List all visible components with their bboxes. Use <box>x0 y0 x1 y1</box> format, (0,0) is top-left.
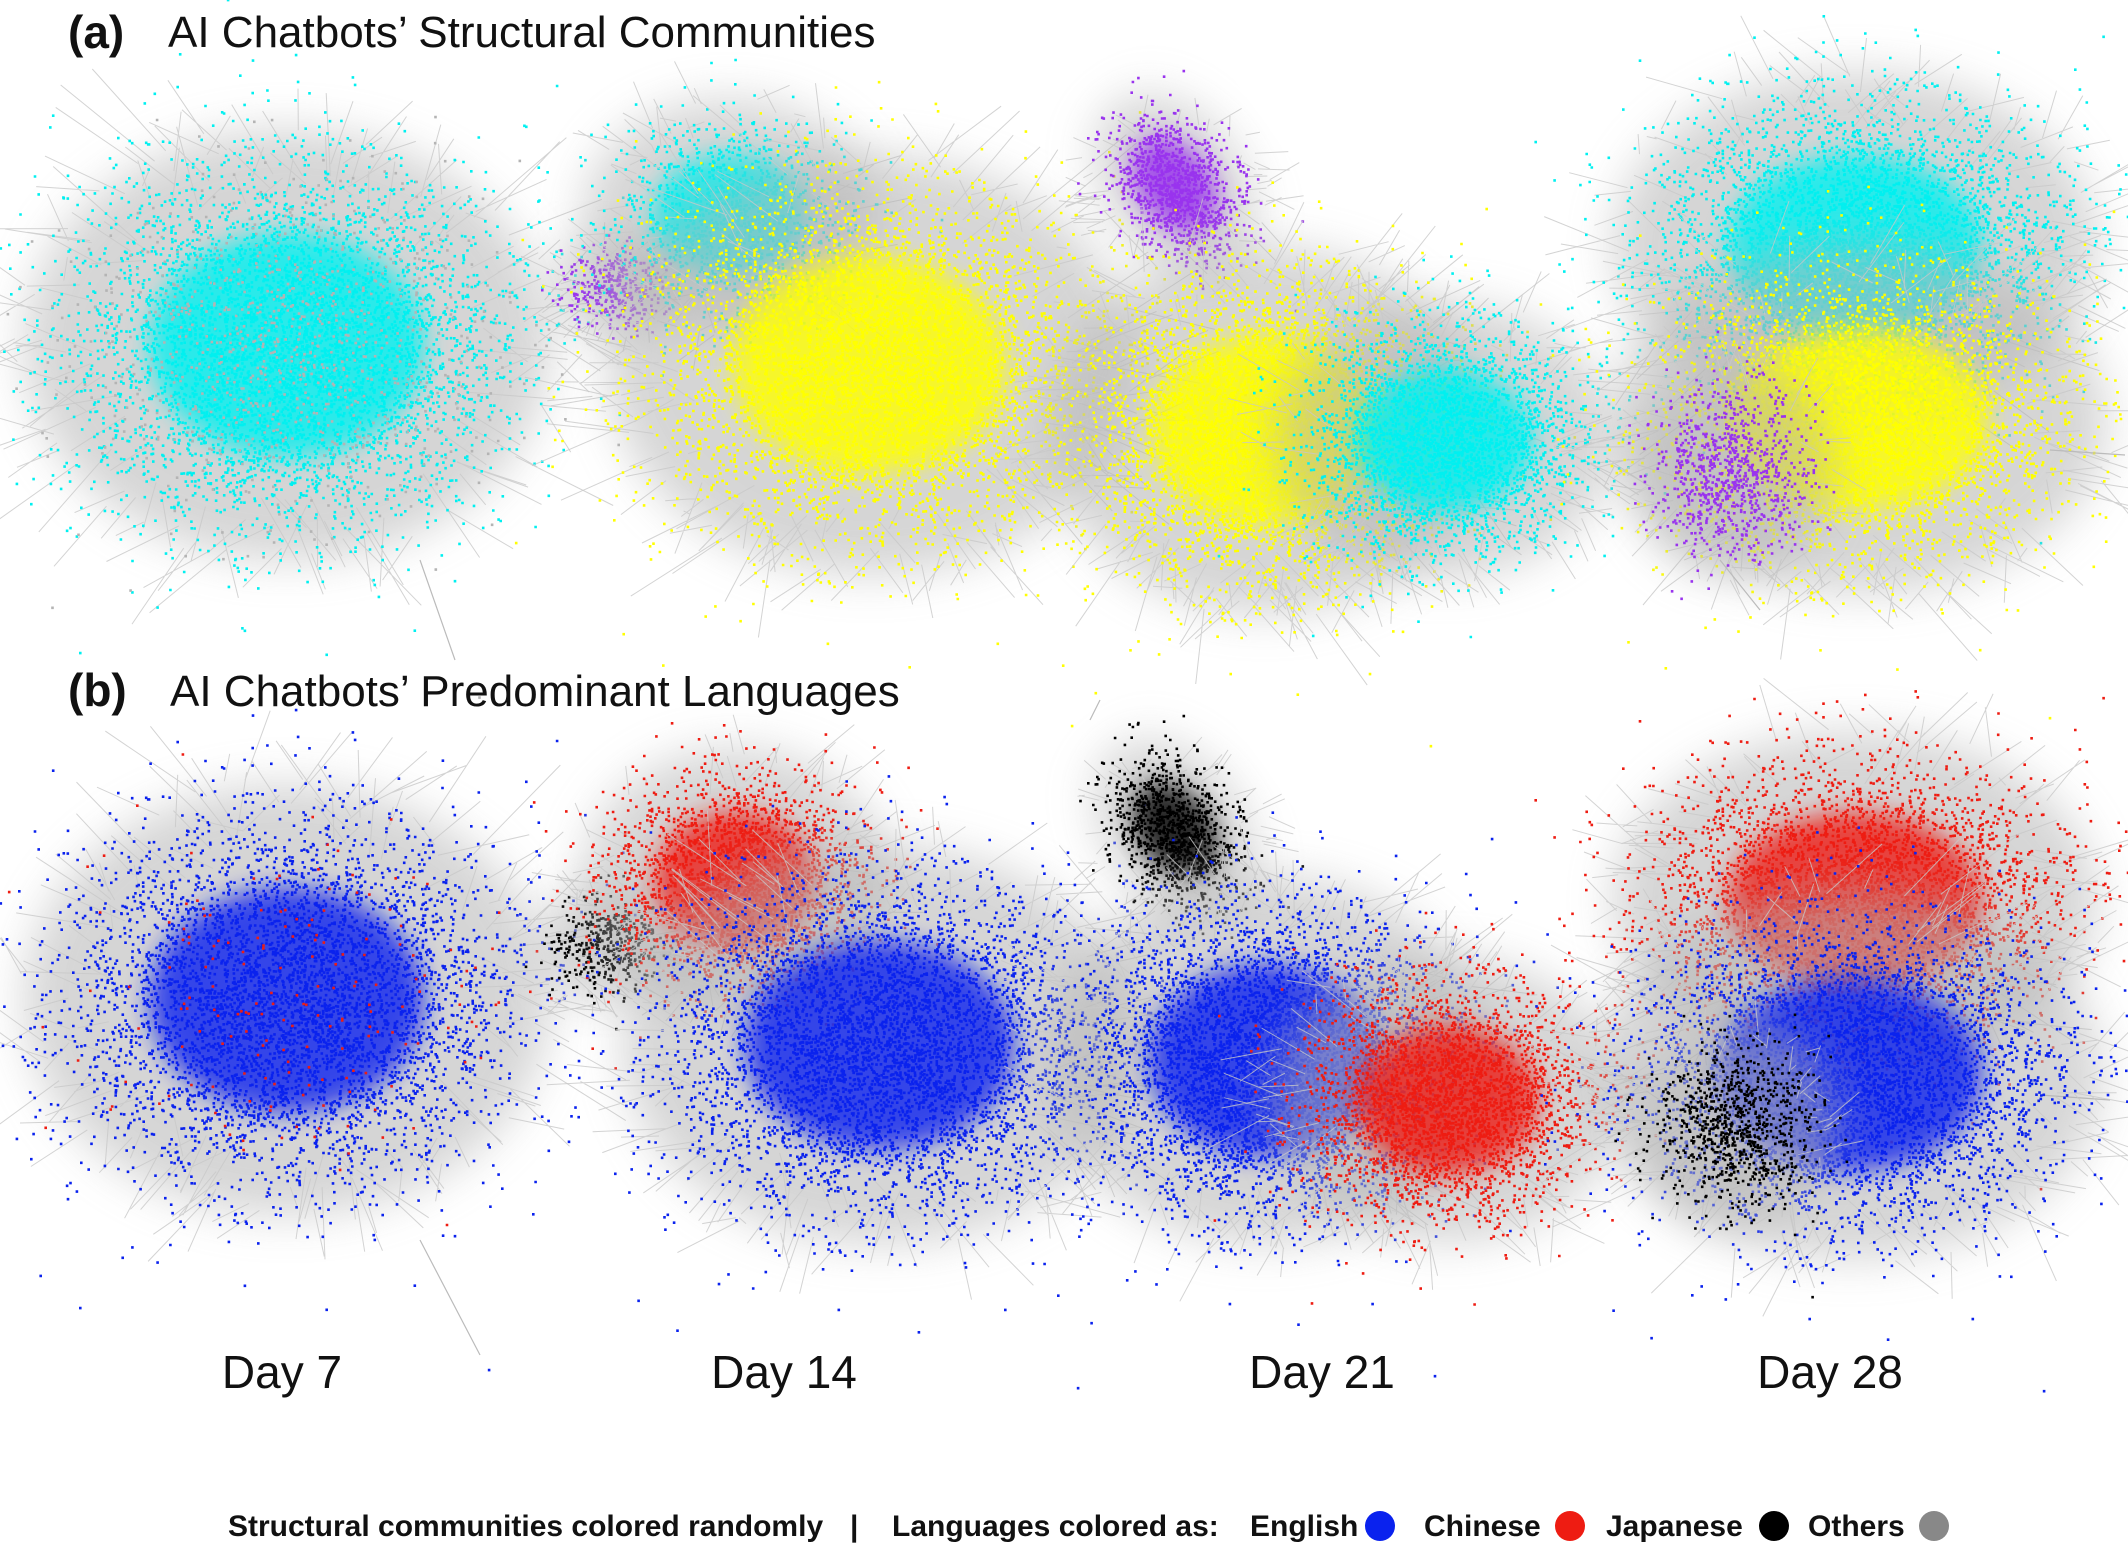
legend-others-label: Others <box>1808 1510 1905 1543</box>
panel-b-networks <box>0 678 2128 1393</box>
stray-edges <box>419 449 2126 1356</box>
network-a-day14-yellow <box>514 80 1323 728</box>
legend: Structural communities colored randomly … <box>228 1510 1949 1543</box>
day-label-7: Day 7 <box>222 1346 342 1398</box>
network-a-day21-purple <box>1051 69 1305 313</box>
legend-community-note: Structural communities colored randomly <box>228 1510 823 1543</box>
legend-japanese-swatch <box>1759 1511 1789 1541</box>
legend-chinese-swatch <box>1555 1511 1585 1541</box>
network-b-day28-black <box>1604 992 1864 1299</box>
network-a-day7 <box>0 0 740 699</box>
legend-chinese-label: Chinese <box>1424 1510 1541 1543</box>
network-b-day21-red <box>1202 911 1748 1306</box>
panel-a-title: AI Chatbots’ Structural Communities <box>168 8 876 57</box>
legend-japanese-label: Japanese <box>1606 1510 1743 1543</box>
network-a-day21-cyan <box>1217 255 1736 639</box>
panel-a-networks <box>0 0 2128 1356</box>
legend-separator: | <box>850 1510 858 1543</box>
panel-b-letter: (b) <box>68 664 127 716</box>
network-a-day28-purple <box>1616 330 1867 616</box>
legend-english-swatch <box>1365 1511 1395 1541</box>
legend-english-label: English <box>1250 1510 1358 1543</box>
panel-b-title: AI Chatbots’ Predominant Languages <box>170 667 900 716</box>
network-b-day7 <box>0 708 740 1372</box>
day-label-28: Day 28 <box>1757 1346 1903 1398</box>
legend-others-swatch <box>1919 1511 1949 1541</box>
legend-language-prefix: Languages colored as: <box>892 1510 1219 1543</box>
panel-a-letter: (a) <box>68 6 124 58</box>
day-label-14: Day 14 <box>711 1346 857 1398</box>
day-label-21: Day 21 <box>1249 1346 1395 1398</box>
